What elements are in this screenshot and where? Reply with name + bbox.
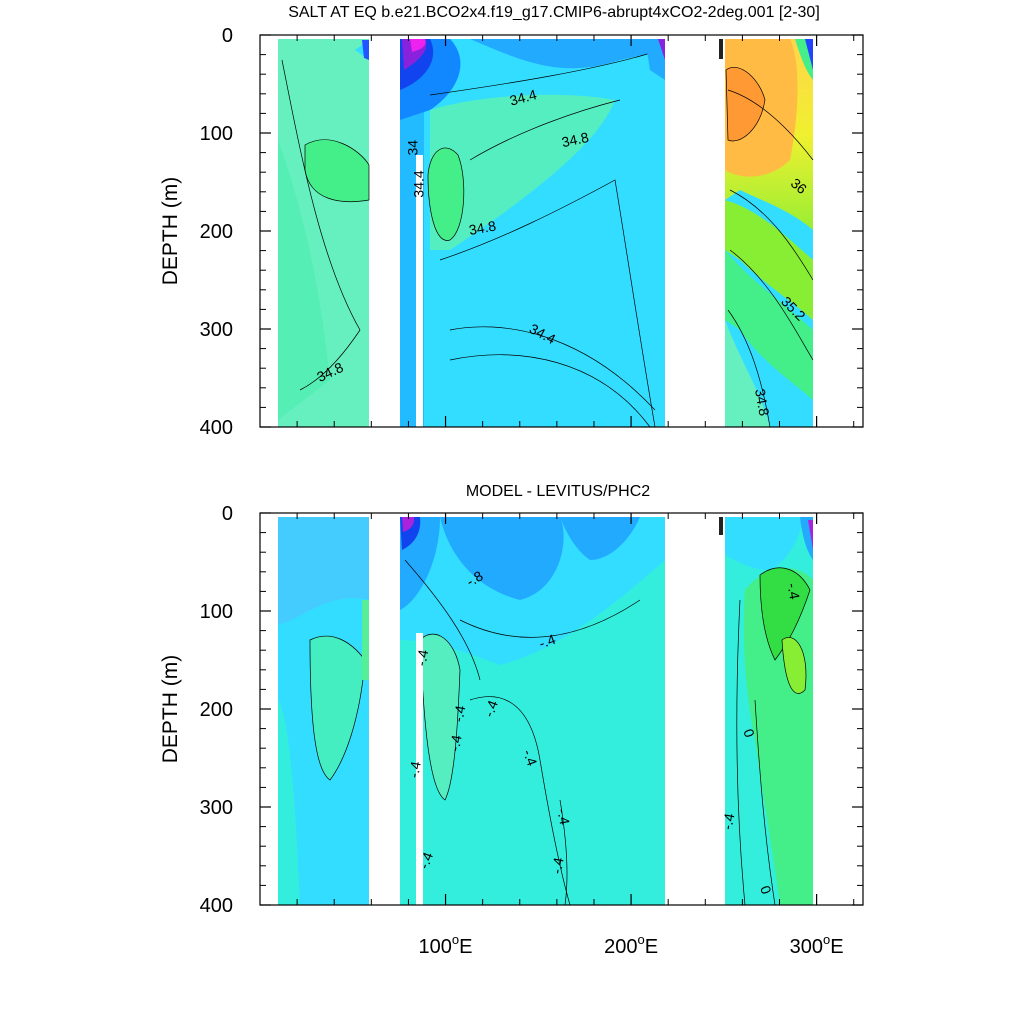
bottom-y-tick-label: 100 xyxy=(200,601,233,623)
top-y-tick-label: 200 xyxy=(200,221,233,243)
bottom-panel: MODEL - LEVITUS/PHC2 xyxy=(159,483,864,958)
top-y-tick-label: 300 xyxy=(200,319,233,341)
top-y-tick-label: 400 xyxy=(200,417,233,439)
bottom-y-tick-label: 400 xyxy=(200,895,233,917)
top-ocean-segment-west xyxy=(278,39,370,427)
top-title: SALT AT EQ b.e21.BCO2x4.f19_g17.CMIP6-ab… xyxy=(288,4,820,21)
bottom-contour-label: -.4 xyxy=(480,698,501,719)
bottom-x-tick-label: 300oE xyxy=(790,932,844,958)
bottom-contour-field: -.8-.4-.4-.4-.4 -.4-.4-.4-.4-.4-.4 -.40-.4… xyxy=(278,517,813,905)
bottom-contour-label: -.4 xyxy=(554,807,573,826)
bottom-ocean-segment-west xyxy=(278,517,369,905)
bottom-contour-label: -.4 xyxy=(405,760,424,779)
top-contour-label: 34.4 xyxy=(508,86,539,109)
bottom-contour-label: -.4 xyxy=(548,856,567,875)
bottom-ocean-segment-pacific xyxy=(400,517,665,905)
top-contour-label: 34.8 xyxy=(560,129,590,150)
bottom-contour-label: -.4 xyxy=(537,631,558,652)
bottom-y-axis-label: DEPTH (m) xyxy=(159,655,182,764)
top-y-axis-label: DEPTH (m) xyxy=(159,177,182,286)
top-contour-label: 34.8 xyxy=(468,217,498,238)
bottom-contour-label: -.4 xyxy=(413,648,432,667)
bottom-contour-label: -.4 xyxy=(446,733,465,752)
top-y-tick-label: 0 xyxy=(222,25,233,47)
top-ocean-segment-pacific xyxy=(400,39,665,427)
bottom-contour-label: -.4 xyxy=(719,812,738,831)
bottom-x-tick-label: 100oE xyxy=(419,932,473,958)
bottom-y-tick-label: 300 xyxy=(200,797,233,819)
bottom-contour-label: -.4 xyxy=(784,582,803,601)
bottom-axes: 0 100 200 300 400 100oE 200oE 300oE xyxy=(200,503,863,958)
top-ocean-segment-atlantic xyxy=(719,39,814,427)
bottom-ocean-segment-atlantic xyxy=(719,517,813,905)
bottom-contour-label: -.8 xyxy=(463,567,485,589)
bottom-contour-label: -.4 xyxy=(520,747,541,768)
bottom-contour-label: -.4 xyxy=(450,704,469,723)
top-contour-label: 34.4 xyxy=(410,170,426,197)
top-contour-label: 34 xyxy=(405,140,421,156)
bottom-y-tick-label: 200 xyxy=(200,699,233,721)
top-y-tick-label: 100 xyxy=(200,123,233,145)
bottom-contour-label: -.4 xyxy=(415,850,436,871)
bottom-x-tick-label: 200oE xyxy=(604,932,658,958)
top-contour-label: 34.8 xyxy=(752,387,773,417)
top-axes: 0 100 200 300 400 xyxy=(200,25,863,439)
bottom-y-tick-label: 0 xyxy=(222,503,233,525)
top-panel: SALT AT EQ b.e21.BCO2x4.f19_g17.CMIP6-ab… xyxy=(159,4,864,439)
bottom-title: MODEL - LEVITUS/PHC2 xyxy=(466,483,650,500)
